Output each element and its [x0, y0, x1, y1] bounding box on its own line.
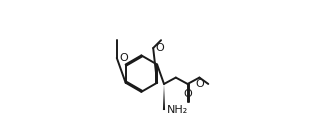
Text: NH₂: NH₂ [167, 105, 188, 115]
Text: O: O [119, 53, 128, 63]
Text: O: O [184, 89, 193, 99]
Text: O: O [195, 79, 204, 89]
Polygon shape [163, 84, 165, 110]
Text: O: O [156, 43, 164, 53]
